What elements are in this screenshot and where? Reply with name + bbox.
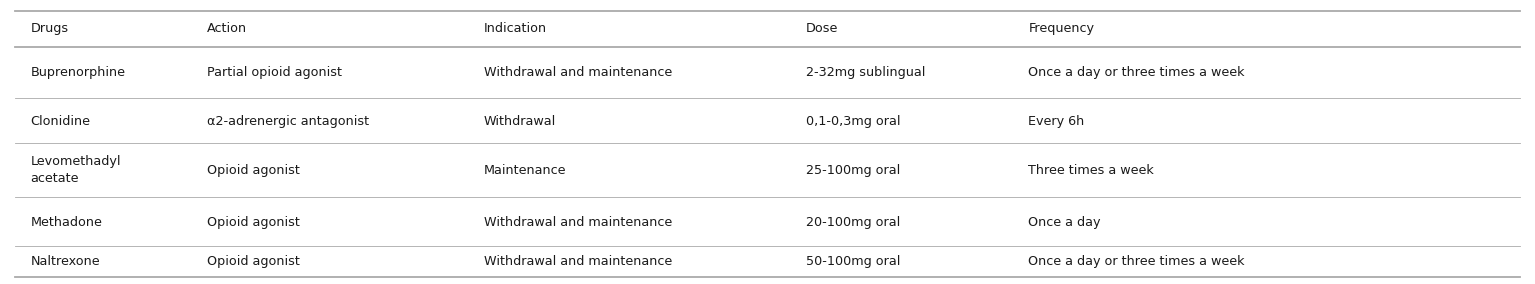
Text: α2-adrenergic antagonist: α2-adrenergic antagonist: [207, 115, 370, 128]
Text: Every 6h: Every 6h: [1028, 115, 1085, 128]
Text: 2-32mg sublingual: 2-32mg sublingual: [806, 66, 926, 80]
Text: Withdrawal and maintenance: Withdrawal and maintenance: [484, 216, 672, 229]
Text: Indication: Indication: [484, 22, 546, 35]
Text: Naltrexone: Naltrexone: [31, 255, 100, 268]
Text: 20-100mg oral: 20-100mg oral: [806, 216, 900, 229]
Text: Once a day: Once a day: [1028, 216, 1101, 229]
Text: Frequency: Frequency: [1028, 22, 1094, 35]
Text: Opioid agonist: Opioid agonist: [207, 255, 301, 268]
Text: Action: Action: [207, 22, 247, 35]
Text: Once a day or three times a week: Once a day or three times a week: [1028, 66, 1245, 80]
Text: Dose: Dose: [806, 22, 838, 35]
Text: Once a day or three times a week: Once a day or three times a week: [1028, 255, 1245, 268]
Text: Partial opioid agonist: Partial opioid agonist: [207, 66, 342, 80]
Text: Buprenorphine: Buprenorphine: [31, 66, 126, 80]
Text: Opioid agonist: Opioid agonist: [207, 164, 301, 177]
Text: 25-100mg oral: 25-100mg oral: [806, 164, 900, 177]
Text: Maintenance: Maintenance: [484, 164, 566, 177]
Text: Withdrawal: Withdrawal: [484, 115, 556, 128]
Text: Levomethadyl
acetate: Levomethadyl acetate: [31, 155, 121, 185]
Text: Withdrawal and maintenance: Withdrawal and maintenance: [484, 255, 672, 268]
Text: Three times a week: Three times a week: [1028, 164, 1154, 177]
Text: 0,1-0,3mg oral: 0,1-0,3mg oral: [806, 115, 901, 128]
Text: Withdrawal and maintenance: Withdrawal and maintenance: [484, 66, 672, 80]
Text: Clonidine: Clonidine: [31, 115, 91, 128]
Text: Opioid agonist: Opioid agonist: [207, 216, 301, 229]
Text: Methadone: Methadone: [31, 216, 103, 229]
Text: Drugs: Drugs: [31, 22, 69, 35]
Text: 50-100mg oral: 50-100mg oral: [806, 255, 900, 268]
